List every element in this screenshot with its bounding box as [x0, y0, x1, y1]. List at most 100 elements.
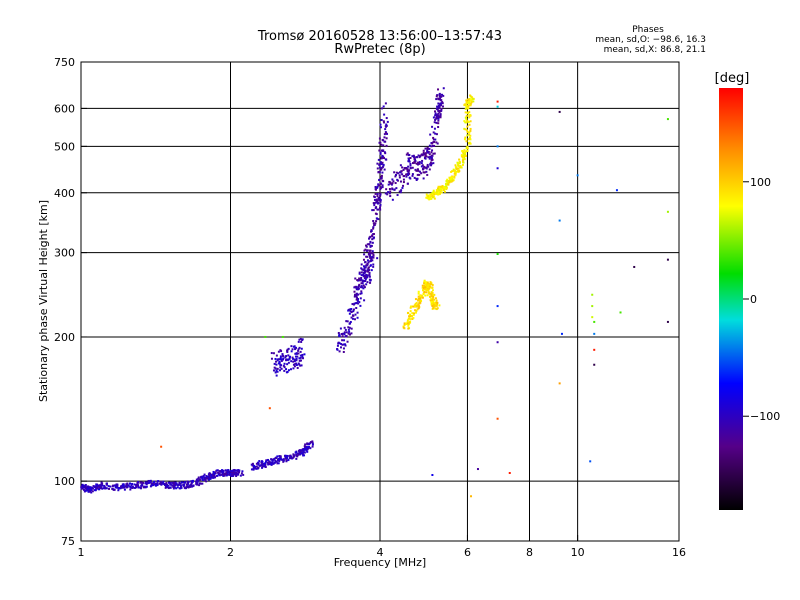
scatter-point — [273, 457, 276, 460]
scatter-point — [337, 331, 340, 334]
scatter-point — [431, 193, 434, 196]
scatter-point — [212, 474, 215, 477]
scatter-point — [434, 301, 437, 304]
scatter-point — [338, 333, 341, 336]
scatter-point — [454, 164, 457, 167]
scatter-point — [119, 487, 122, 490]
scatter-point — [465, 118, 468, 121]
scatter-point — [275, 457, 278, 460]
scatter-point — [309, 447, 312, 450]
scatter-point — [275, 369, 278, 372]
scatter-point — [418, 295, 421, 298]
scatter-point — [383, 156, 386, 159]
scatter-point — [186, 480, 189, 483]
scatter-point — [430, 298, 433, 301]
scatter-point — [294, 347, 297, 350]
scatter-point — [466, 111, 469, 114]
scatter-point — [369, 241, 372, 244]
outlier-point — [268, 407, 271, 410]
scatter-point — [357, 288, 360, 291]
scatter-point — [179, 487, 182, 490]
scatter-point — [427, 292, 430, 295]
data-points — [80, 87, 669, 498]
scatter-point — [292, 345, 295, 348]
scatter-point — [442, 87, 445, 90]
scatter-point — [255, 462, 258, 465]
scatter-point — [435, 141, 438, 144]
scatter-point — [102, 487, 105, 490]
scatter-point — [438, 92, 441, 95]
scatter-point — [158, 482, 161, 485]
scatter-point — [425, 289, 428, 292]
scatter-point — [430, 151, 433, 154]
scatter-point — [411, 155, 414, 158]
scatter-point — [435, 113, 438, 116]
scatter-point — [432, 136, 435, 139]
scatter-point — [224, 469, 227, 472]
scatter-point — [198, 478, 201, 481]
scatter-point — [185, 483, 188, 486]
scatter-point — [95, 487, 98, 490]
scatter-point — [84, 484, 87, 487]
colorbar-tick-label: 100 — [750, 176, 771, 189]
scatter-point — [126, 483, 129, 486]
outlier-point — [666, 258, 669, 261]
scatter-point — [232, 473, 235, 476]
scatter-point — [86, 489, 89, 492]
scatter-point — [257, 467, 260, 470]
scatter-point — [459, 166, 462, 169]
scatter-point — [369, 256, 372, 259]
scatter-point — [357, 286, 360, 289]
scatter-point — [180, 486, 183, 489]
scatter-point — [195, 478, 198, 481]
scatter-point — [121, 486, 124, 489]
scatter-point — [234, 469, 237, 472]
scatter-point — [439, 110, 442, 113]
outlier-point — [496, 105, 499, 108]
scatter-point — [261, 460, 264, 463]
scatter-point — [430, 303, 433, 306]
scatter-point — [467, 105, 470, 108]
scatter-point — [116, 484, 119, 487]
scatter-point — [371, 250, 374, 253]
scatter-point — [296, 366, 299, 369]
scatter-point — [298, 359, 301, 362]
scatter-point — [430, 291, 433, 294]
scatter-point — [297, 349, 300, 352]
scatter-point — [404, 167, 407, 170]
scatter-point — [415, 301, 418, 304]
scatter-point — [449, 177, 452, 180]
scatter-point — [272, 352, 275, 355]
scatter-point — [348, 330, 351, 333]
scatter-point — [96, 487, 99, 490]
scatter-point — [201, 478, 204, 481]
scatter-point — [105, 482, 108, 485]
scatter-point — [84, 489, 87, 492]
scatter-point — [311, 442, 314, 445]
scatter-point — [156, 483, 159, 486]
scatter-point — [151, 484, 154, 487]
scatter-point — [148, 481, 151, 484]
scatter-point — [450, 178, 453, 181]
scatter-point — [469, 102, 472, 105]
scatter-point — [435, 192, 438, 195]
scatter-point — [444, 186, 447, 189]
scatter-point — [406, 170, 409, 173]
scatter-point — [469, 142, 472, 145]
scatter-point — [223, 472, 226, 475]
scatter-point — [109, 485, 112, 488]
scatter-point — [366, 269, 369, 272]
outlier-point — [496, 145, 499, 148]
scatter-point — [297, 362, 300, 365]
scatter-point — [360, 285, 363, 288]
scatter-point — [423, 165, 426, 168]
scatter-point — [281, 353, 284, 356]
scatter-point — [154, 484, 157, 487]
scatter-point — [423, 153, 426, 156]
scatter-point — [208, 475, 211, 478]
scatter-point — [381, 161, 384, 164]
scatter-point — [434, 112, 437, 115]
scatter-point — [284, 456, 287, 459]
scatter-point — [294, 352, 297, 355]
scatter-point — [145, 483, 148, 486]
